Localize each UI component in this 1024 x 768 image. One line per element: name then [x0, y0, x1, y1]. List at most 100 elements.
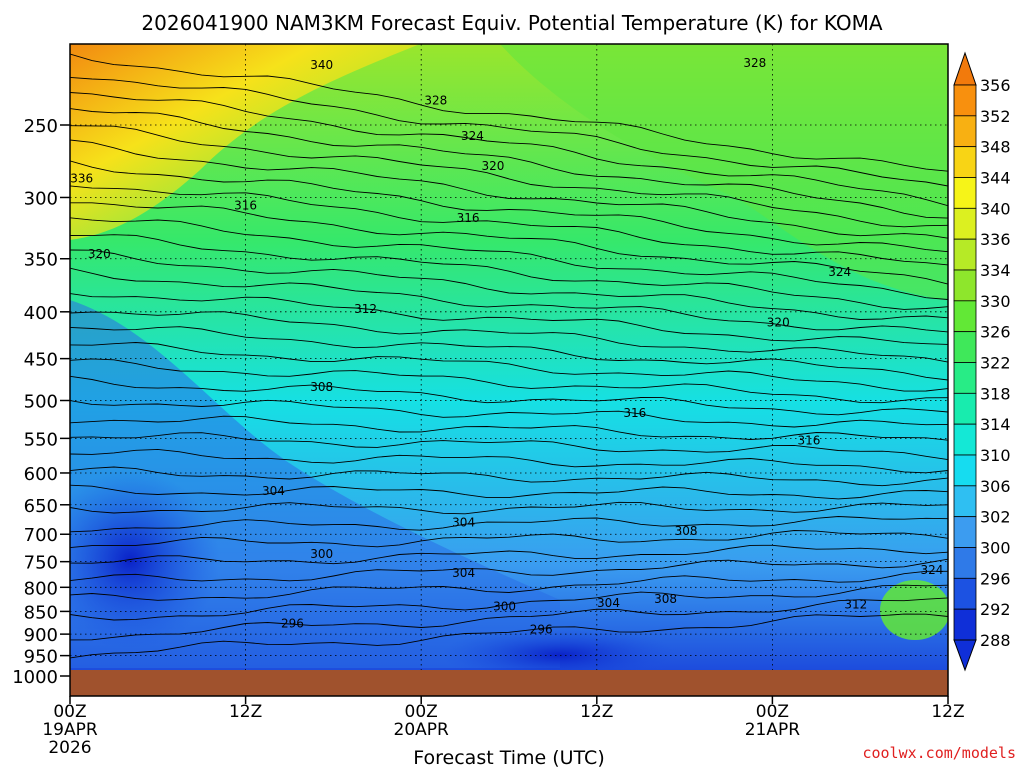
moist-upper-right-region: [500, 44, 948, 300]
contour-line: [70, 584, 948, 621]
y-tick-label: 750: [24, 553, 58, 574]
plot-frame: [69, 43, 949, 697]
contour-line: [70, 358, 948, 404]
contour-line: [70, 267, 948, 333]
colorbar-label: 348: [980, 138, 1011, 157]
colorbar-label: 292: [980, 600, 1011, 619]
y-tick-label: 950: [24, 647, 58, 668]
y-tick-label: 700: [24, 525, 58, 546]
y-tick-label: 600: [24, 464, 58, 485]
contour-label: 316: [623, 406, 646, 420]
contour-label: 304: [597, 596, 620, 610]
colorbar-arrow-bottom: [953, 639, 977, 672]
contour-line: [70, 76, 948, 187]
contour-label: 320: [88, 247, 111, 261]
contour-line: [70, 326, 948, 381]
contour-line: [70, 448, 948, 474]
x-tick-label: 12Z: [580, 702, 613, 722]
contour-line: [70, 432, 948, 461]
colorbar-segment: [953, 577, 977, 610]
gridlines: [70, 44, 948, 696]
warm-upper-region: [70, 44, 420, 240]
colorbar-segment: [953, 608, 977, 641]
colorbar-segment: [953, 84, 977, 117]
colorbar-label: 306: [980, 477, 1011, 496]
x-tick-label: 20APR: [394, 720, 450, 740]
colorbar-segment: [953, 238, 977, 271]
ground-below-surface: [70, 669, 948, 696]
credit-text: coolwx.com/models: [862, 744, 1016, 762]
contour-line: [70, 249, 948, 320]
colorbar-segment: [953, 269, 977, 302]
x-axis-label: Forecast Time (UTC): [413, 747, 604, 768]
contour-label: 316: [234, 198, 257, 212]
contour-line: [70, 484, 948, 500]
y-tick-label: 800: [24, 578, 58, 599]
colorbar-segment: [953, 392, 977, 425]
contour-label: 308: [654, 592, 677, 606]
colorbar-label: 326: [980, 323, 1011, 342]
contour-line: [70, 139, 948, 239]
colorbar-label: 322: [980, 354, 1011, 373]
colorbar-segment: [953, 454, 977, 487]
x-tick-label: 19APR: [42, 720, 98, 740]
colorbar-label: 340: [980, 199, 1011, 218]
contour-line: [70, 185, 948, 266]
cold-core-left: [70, 470, 220, 650]
y-tick-label: 350: [24, 250, 58, 271]
colorbar-segment: [953, 485, 977, 518]
contour-label: 300: [493, 600, 516, 614]
colorbar-segment: [953, 300, 977, 333]
contour-label: 336: [70, 171, 93, 185]
colorbar-label: 300: [980, 539, 1011, 558]
contour-line: [70, 399, 948, 428]
colorbar-label: 318: [980, 384, 1011, 403]
colorbar-segment: [953, 177, 977, 209]
contour-line: [70, 342, 948, 392]
y-tick-label: 250: [24, 116, 58, 137]
contour-label: 324: [828, 265, 851, 279]
contour-label: 324: [461, 129, 484, 143]
contour-label: 340: [310, 58, 333, 72]
contour-line: [70, 501, 948, 515]
colorbar-label: 310: [980, 446, 1011, 465]
moist-core-right: [880, 580, 948, 640]
contour-line: [70, 202, 948, 285]
colorbar-segment: [953, 516, 977, 548]
colorbar: 356 352 348 344 340 336 334 330 326 322 318 314 310 3…: [953, 51, 1011, 672]
colorbar-segment: [953, 362, 977, 394]
x-tick-label: 12Z: [229, 702, 262, 722]
contour-label: 304: [452, 566, 475, 580]
contour-label: 296: [281, 616, 304, 630]
contour-label: 316: [798, 434, 821, 448]
contour-line: [70, 92, 948, 207]
y-tick-label: 400: [24, 303, 58, 324]
y-tick-label: 850: [24, 602, 58, 623]
contour-labels: 340 328 328 324 336 320 316 316 320 324 312 320 308 3…: [70, 56, 943, 636]
colorbar-segment: [953, 331, 977, 363]
colorbar-segment: [953, 423, 977, 456]
contour-line: [70, 217, 948, 300]
contour-line: [70, 293, 948, 345]
y-axis: 2503003504004505005506006507007508008509…: [12, 116, 70, 688]
y-tick-label: 300: [24, 188, 58, 209]
colorbar-label: 352: [980, 107, 1011, 126]
colorbar-label: 288: [980, 631, 1011, 650]
colorbar-segment: [953, 547, 977, 579]
contour-lines: [70, 53, 948, 659]
contour-label: 328: [424, 93, 447, 107]
contour-label: 316: [457, 211, 480, 225]
contour-line: [70, 516, 948, 533]
contour-label: 320: [767, 316, 790, 330]
contour-label: 312: [354, 302, 377, 316]
colorbar-segment: [953, 115, 977, 148]
y-tick-label: 650: [24, 496, 58, 517]
contour-line: [70, 160, 948, 253]
x-tick-label: 00Z: [53, 702, 86, 722]
y-tick-label: 900: [24, 625, 58, 646]
x-tick-label: 00Z: [756, 702, 789, 722]
colorbar-label: 336: [980, 230, 1011, 249]
contour-label: 304: [452, 516, 475, 530]
contour-label: 324: [920, 563, 943, 577]
